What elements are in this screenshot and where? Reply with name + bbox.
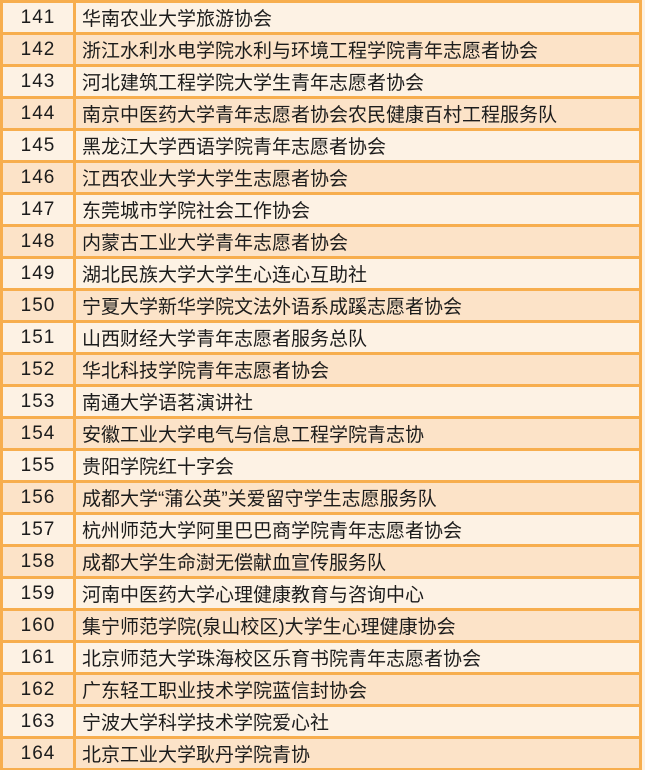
organization-name-cell: 安徽工业大学电气与信息工程学院青志协 [73, 416, 642, 451]
row-number-cell: 154 [0, 416, 76, 451]
organization-name-cell: 浙江水利水电学院水利与环境工程学院青年志愿者协会 [73, 32, 642, 67]
table-row: 156 成都大学“蒲公英”关爱留守学生志愿服务队 [0, 480, 642, 515]
organization-name-cell: 东莞城市学院社会工作协会 [73, 192, 642, 227]
table-row: 157 杭州师范大学阿里巴巴商学院青年志愿者协会 [0, 512, 642, 547]
row-number-cell: 150 [0, 288, 76, 323]
organization-name-cell: 华南农业大学旅游协会 [73, 0, 642, 35]
table-row: 163 宁波大学科学技术学院爱心社 [0, 704, 642, 739]
table-row: 141 华南农业大学旅游协会 [0, 0, 642, 35]
table-row: 151 山西财经大学青年志愿者服务总队 [0, 320, 642, 355]
organization-name-cell: 黑龙江大学西语学院青年志愿者协会 [73, 128, 642, 163]
organization-name-cell: 北京工业大学耿丹学院青协 [73, 736, 642, 770]
row-number-cell: 142 [0, 32, 76, 67]
table-row: 146 江西农业大学大学生志愿者协会 [0, 160, 642, 195]
row-number-cell: 153 [0, 384, 76, 419]
organization-name-cell: 山西财经大学青年志愿者服务总队 [73, 320, 642, 355]
table-row: 148 内蒙古工业大学青年志愿者协会 [0, 224, 642, 259]
table-row: 152 华北科技学院青年志愿者协会 [0, 352, 642, 387]
row-number-cell: 158 [0, 544, 76, 579]
row-number-cell: 155 [0, 448, 76, 483]
row-number-cell: 162 [0, 672, 76, 707]
organization-name-cell: 贵阳学院红十字会 [73, 448, 642, 483]
organization-name-cell: 杭州师范大学阿里巴巴商学院青年志愿者协会 [73, 512, 642, 547]
row-number-cell: 145 [0, 128, 76, 163]
row-number-cell: 143 [0, 64, 76, 99]
organization-name-cell: 湖北民族大学大学生心连心互助社 [73, 256, 642, 291]
row-number-cell: 160 [0, 608, 76, 643]
table-row: 150 宁夏大学新华学院文法外语系成蹊志愿者协会 [0, 288, 642, 323]
row-number-cell: 148 [0, 224, 76, 259]
row-number-cell: 159 [0, 576, 76, 611]
organization-name-cell: 河北建筑工程学院大学生青年志愿者协会 [73, 64, 642, 99]
row-number-cell: 141 [0, 0, 76, 35]
organization-name-cell: 集宁师范学院(泉山校区)大学生心理健康协会 [73, 608, 642, 643]
row-number-cell: 144 [0, 96, 76, 131]
organization-name-cell: 南京中医药大学青年志愿者协会农民健康百村工程服务队 [73, 96, 642, 131]
table-row: 153 南通大学语茗演讲社 [0, 384, 642, 419]
organization-name-cell: 成都大学“蒲公英”关爱留守学生志愿服务队 [73, 480, 642, 515]
table-row: 155 贵阳学院红十字会 [0, 448, 642, 483]
table-row: 149 湖北民族大学大学生心连心互助社 [0, 256, 642, 291]
table-row: 147 东莞城市学院社会工作协会 [0, 192, 642, 227]
table-row: 160 集宁师范学院(泉山校区)大学生心理健康协会 [0, 608, 642, 643]
organization-name-cell: 广东轻工职业技术学院蓝信封协会 [73, 672, 642, 707]
organization-name-cell: 成都大学生命澍无偿献血宣传服务队 [73, 544, 642, 579]
row-number-cell: 152 [0, 352, 76, 387]
table-row: 143 河北建筑工程学院大学生青年志愿者协会 [0, 64, 642, 99]
organization-name-cell: 江西农业大学大学生志愿者协会 [73, 160, 642, 195]
organization-name-cell: 南通大学语茗演讲社 [73, 384, 642, 419]
organization-name-cell: 河南中医药大学心理健康教育与咨询中心 [73, 576, 642, 611]
row-number-cell: 157 [0, 512, 76, 547]
table-row: 161 北京师范大学珠海校区乐育书院青年志愿者协会 [0, 640, 642, 675]
row-number-cell: 146 [0, 160, 76, 195]
table-row: 159 河南中医药大学心理健康教育与咨询中心 [0, 576, 642, 611]
row-number-cell: 151 [0, 320, 76, 355]
table-row: 162 广东轻工职业技术学院蓝信封协会 [0, 672, 642, 707]
table-row: 158 成都大学生命澍无偿献血宣传服务队 [0, 544, 642, 579]
row-number-cell: 156 [0, 480, 76, 515]
table-row: 154 安徽工业大学电气与信息工程学院青志协 [0, 416, 642, 451]
organization-name-cell: 宁波大学科学技术学院爱心社 [73, 704, 642, 739]
table-row: 145 黑龙江大学西语学院青年志愿者协会 [0, 128, 642, 163]
row-number-cell: 149 [0, 256, 76, 291]
organization-name-cell: 北京师范大学珠海校区乐育书院青年志愿者协会 [73, 640, 642, 675]
table-row: 144 南京中医药大学青年志愿者协会农民健康百村工程服务队 [0, 96, 642, 131]
table-row: 164 北京工业大学耿丹学院青协 [0, 736, 642, 770]
organization-name-cell: 内蒙古工业大学青年志愿者协会 [73, 224, 642, 259]
row-number-cell: 147 [0, 192, 76, 227]
table-row: 142 浙江水利水电学院水利与环境工程学院青年志愿者协会 [0, 32, 642, 67]
row-number-cell: 164 [0, 736, 76, 770]
row-number-cell: 163 [0, 704, 76, 739]
row-number-cell: 161 [0, 640, 76, 675]
organization-name-cell: 华北科技学院青年志愿者协会 [73, 352, 642, 387]
organization-name-cell: 宁夏大学新华学院文法外语系成蹊志愿者协会 [73, 288, 642, 323]
